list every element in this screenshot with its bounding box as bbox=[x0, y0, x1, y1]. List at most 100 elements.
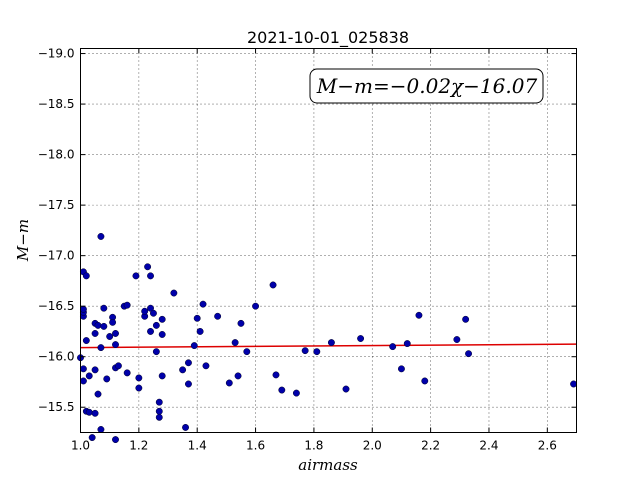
data-point bbox=[94, 390, 102, 398]
data-point bbox=[155, 407, 163, 415]
data-point bbox=[415, 311, 423, 319]
x-tick-label: 1.0 bbox=[71, 439, 90, 453]
data-point bbox=[135, 374, 143, 382]
data-point bbox=[237, 319, 245, 327]
data-point bbox=[147, 272, 154, 280]
data-point bbox=[94, 321, 102, 329]
x-tick-label: 2.6 bbox=[538, 439, 557, 453]
data-point bbox=[421, 377, 429, 385]
data-point bbox=[389, 343, 397, 351]
data-point bbox=[465, 350, 472, 358]
data-point bbox=[196, 327, 204, 335]
data-point bbox=[97, 233, 105, 240]
data-point bbox=[158, 372, 166, 380]
data-point bbox=[170, 289, 178, 297]
data-point bbox=[85, 408, 93, 416]
data-point bbox=[91, 409, 99, 417]
data-point bbox=[214, 312, 222, 320]
data-point bbox=[252, 302, 260, 310]
data-point bbox=[132, 272, 140, 280]
data-point bbox=[272, 371, 280, 379]
data-point bbox=[149, 309, 157, 317]
x-tick-label: 2.4 bbox=[479, 439, 498, 453]
data-point bbox=[342, 385, 350, 393]
data-point bbox=[91, 330, 99, 337]
fit-line bbox=[80, 343, 577, 349]
data-point bbox=[152, 321, 160, 329]
data-point bbox=[144, 263, 152, 271]
y-tick-label: −15.5 bbox=[38, 400, 75, 414]
data-point bbox=[85, 372, 93, 380]
data-point bbox=[278, 386, 286, 394]
data-point bbox=[97, 344, 105, 352]
chart-title: 2021-10-01_025838 bbox=[247, 28, 409, 48]
fit-equation-text: M−m=−0.02χ−16.07 bbox=[316, 74, 538, 98]
y-tick-label: −18.5 bbox=[38, 97, 75, 111]
x-tick-label: 1.2 bbox=[129, 439, 148, 453]
data-point bbox=[114, 362, 122, 370]
data-point bbox=[231, 339, 239, 347]
data-point bbox=[109, 318, 117, 326]
data-point bbox=[88, 434, 96, 442]
y-tick-label: −17.0 bbox=[38, 249, 75, 263]
data-point bbox=[243, 348, 251, 356]
data-point bbox=[82, 337, 90, 344]
data-point bbox=[100, 322, 108, 330]
fit-line-layer bbox=[80, 343, 577, 349]
y-tick-label: −16.0 bbox=[38, 350, 75, 364]
data-point bbox=[79, 365, 87, 373]
x-tick-label: 1.6 bbox=[246, 439, 265, 453]
y-tick-label: −19.0 bbox=[38, 47, 75, 61]
annotation-frame bbox=[309, 68, 544, 104]
x-tick-label: 2.2 bbox=[421, 439, 440, 453]
data-point bbox=[403, 340, 411, 348]
y-tick-label: −18.0 bbox=[38, 148, 75, 162]
data-point bbox=[112, 436, 119, 444]
data-point bbox=[112, 341, 119, 349]
data-point bbox=[327, 339, 335, 347]
x-tick-label: 1.4 bbox=[188, 439, 207, 453]
data-point bbox=[123, 301, 131, 309]
data-point bbox=[570, 380, 578, 388]
y-tick-label: −16.5 bbox=[38, 299, 75, 313]
data-point bbox=[152, 348, 160, 356]
data-point bbox=[155, 398, 163, 406]
x-axis-label: airmass bbox=[298, 456, 358, 474]
axis-ticks: 1.0 1.2 1.4 1.6 1.8 2.0 2.2 2.4 2.6 −15.5 −16.0 −16… bbox=[38, 47, 577, 453]
x-tick-label: 2.0 bbox=[363, 439, 382, 453]
data-point bbox=[292, 389, 300, 397]
data-point bbox=[147, 327, 154, 335]
data-point bbox=[123, 369, 131, 377]
data-points bbox=[77, 233, 578, 444]
data-point bbox=[462, 315, 470, 323]
data-point bbox=[158, 331, 166, 338]
y-tick-label: −17.5 bbox=[38, 198, 75, 212]
data-point bbox=[91, 366, 99, 374]
data-point bbox=[100, 304, 108, 312]
data-point bbox=[269, 281, 277, 289]
data-point bbox=[155, 413, 163, 421]
grid-lines bbox=[80, 48, 577, 433]
x-tick-label: 1.8 bbox=[304, 439, 323, 453]
data-point bbox=[199, 300, 207, 308]
data-point bbox=[106, 333, 114, 340]
data-point bbox=[79, 377, 87, 385]
data-point bbox=[147, 304, 154, 312]
data-point bbox=[158, 315, 166, 323]
fit-equation-annotation: M−m=−0.02χ−16.07 bbox=[309, 68, 544, 104]
data-point bbox=[135, 384, 143, 392]
data-point bbox=[182, 423, 189, 431]
y-axis-label: M−m bbox=[14, 219, 32, 262]
data-point bbox=[179, 366, 187, 374]
data-point bbox=[225, 379, 233, 387]
data-point bbox=[313, 348, 321, 356]
data-point bbox=[193, 314, 201, 322]
data-point bbox=[141, 307, 149, 315]
data-point bbox=[397, 365, 405, 373]
data-point bbox=[103, 375, 111, 383]
data-point bbox=[185, 380, 192, 388]
data-point bbox=[453, 336, 461, 343]
data-point bbox=[357, 335, 365, 342]
data-point bbox=[97, 426, 105, 433]
